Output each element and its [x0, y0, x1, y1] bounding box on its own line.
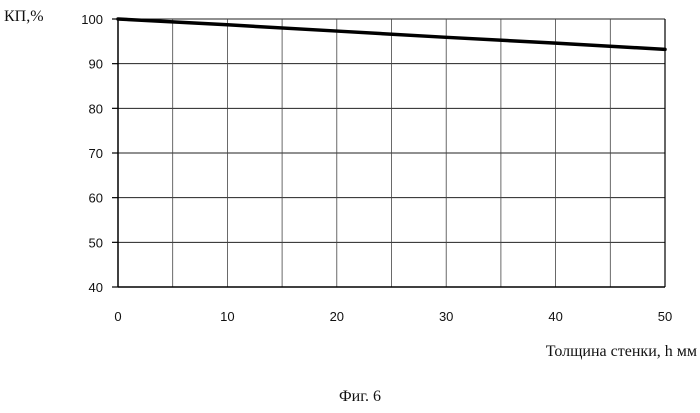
- x-axis-label: Толщина стенки, h мм: [546, 343, 697, 360]
- x-tick-label: 30: [439, 309, 453, 324]
- y-tick-label: 90: [89, 57, 103, 72]
- x-tick-label: 50: [658, 309, 672, 324]
- y-tick-label: 40: [89, 280, 103, 295]
- figure-caption: Фиг. 6: [339, 388, 381, 405]
- y-tick-label: 100: [81, 12, 103, 27]
- y-tick-label: 80: [89, 101, 103, 116]
- y-tick-label: 60: [89, 191, 103, 206]
- x-tick-label: 10: [220, 309, 234, 324]
- y-axis-label: КП,%: [4, 8, 44, 25]
- y-tick-label: 70: [89, 146, 103, 161]
- x-tick-label: 40: [548, 309, 562, 324]
- x-tick-label: 20: [330, 309, 344, 324]
- tick-labels: 40 50 60 70 80 90 100 0 10 20 30 40 50: [81, 12, 672, 324]
- x-tick-label: 0: [114, 309, 121, 324]
- y-tick-label: 50: [89, 235, 103, 250]
- grid: [118, 19, 665, 287]
